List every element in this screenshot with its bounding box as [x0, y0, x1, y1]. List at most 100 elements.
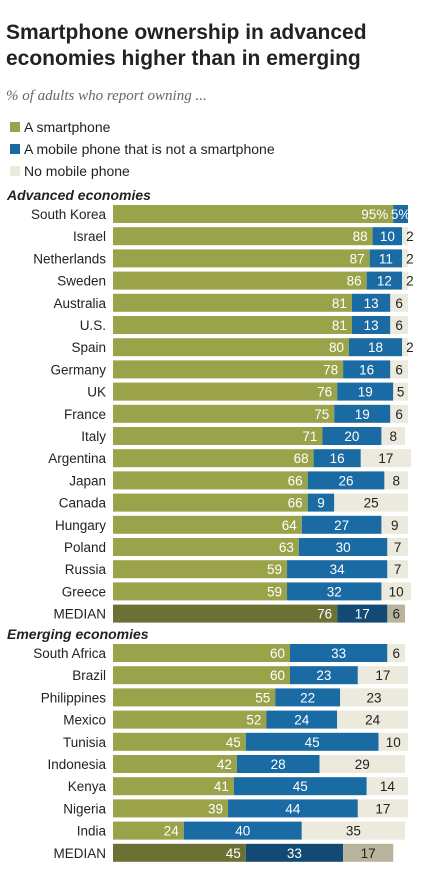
- row-1-philippines-bar-none: [340, 688, 408, 707]
- row-0-netherlands-value-mobile: 11: [379, 251, 393, 266]
- row-1-median-bar-none: [343, 843, 394, 862]
- row-0-sweden-bar-none: [402, 271, 408, 290]
- row-1-indonesia-label: Indonesia: [47, 757, 106, 772]
- row-0-uk-bar-smartphone: [113, 382, 338, 401]
- row-0-spain-bar-mobile: [349, 338, 403, 357]
- row-0-uk-bar-none: [393, 382, 408, 401]
- row-0-sweden-bar-smartphone: [113, 271, 367, 290]
- row-0-argentina-value-mobile: 16: [330, 451, 345, 466]
- row-0-hungary-value-smartphone: 64: [282, 518, 298, 533]
- row-0-japan-value-mobile: 26: [339, 473, 354, 488]
- chart-title: Smartphone ownership in advanced economi…: [6, 21, 367, 70]
- row-1-tunisia-label: Tunisia: [63, 735, 107, 750]
- row-1-kenya-bar-mobile: [233, 777, 367, 796]
- row-0-south-korea-bar-mobile: [393, 205, 408, 223]
- row-0-greece-value-mobile: 32: [327, 584, 342, 599]
- row-0-russia-bar-mobile: [287, 560, 388, 579]
- row-0-u-s-bar-mobile: [351, 316, 391, 334]
- row-1-mexico-value-mobile: 24: [294, 713, 310, 728]
- row-0-canada-label: Canada: [59, 496, 107, 511]
- row-1-india-bar-none: [301, 821, 406, 840]
- row-1-mexico-value-smartphone: 52: [246, 713, 261, 728]
- row-1-tunisia-bar-mobile: [245, 732, 379, 751]
- row-1-indonesia-value-smartphone: 42: [217, 757, 232, 772]
- row-0-italy-bar-none: [381, 427, 406, 445]
- row-0-argentina-bar-mobile: [313, 449, 361, 468]
- row-1-brazil-label: Brazil: [72, 668, 106, 683]
- row-0-poland-bar-smartphone: [113, 538, 299, 556]
- row-0-hungary-bar-mobile: [301, 515, 382, 534]
- row-0-japan-value-smartphone: 66: [288, 473, 303, 488]
- row-0-netherlands-value-smartphone: 87: [350, 251, 365, 266]
- row-0-australia-bar-mobile: [351, 293, 391, 312]
- row-0-u-s-value-smartphone: 81: [332, 318, 347, 333]
- row-1-kenya-value-smartphone: 41: [214, 779, 229, 794]
- row-1-tunisia-value-mobile: 45: [305, 735, 320, 750]
- row-0-russia-label: Russia: [65, 562, 107, 577]
- row-0-spain-label: Spain: [71, 340, 106, 355]
- legend-item-smartphone: A smartphone: [10, 118, 110, 136]
- row-0-argentina-label: Argentina: [48, 451, 106, 466]
- row-0-sweden-label: Sweden: [57, 274, 106, 289]
- legend-item-mobile: A mobile phone that is not a smartphone: [10, 140, 275, 158]
- row-0-spain-value-mobile: 18: [368, 340, 383, 355]
- row-0-israel-value-smartphone: 88: [353, 229, 368, 244]
- row-0-median-bar-none: [387, 604, 406, 623]
- row-0-russia-value-mobile: 34: [330, 562, 346, 577]
- row-1-india-value-none: 35: [346, 824, 361, 839]
- row-0-uk-value-smartphone: 76: [317, 385, 332, 400]
- row-1-mexico-label: Mexico: [63, 713, 106, 728]
- row-0-japan-bar-none: [384, 471, 408, 490]
- row-1-south-africa-value-none: 6: [392, 646, 400, 661]
- row-0-poland-value-smartphone: 63: [279, 540, 294, 555]
- row-0-spain-bar-smartphone: [113, 338, 349, 357]
- row-1-brazil-value-none: 17: [375, 668, 390, 683]
- row-0-germany-bar-none: [390, 360, 408, 379]
- row-1-median-bar-mobile: [245, 843, 344, 862]
- row-1-mexico-bar-mobile: [266, 710, 338, 729]
- row-0-spain-value-smartphone: 80: [329, 340, 344, 355]
- row-0-australia-value-smartphone: 81: [332, 296, 347, 311]
- row-0-russia-value-none: 7: [394, 562, 402, 577]
- row-0-greece-value-smartphone: 59: [267, 584, 282, 599]
- row-0-australia-value-none: 6: [395, 296, 403, 311]
- row-0-israel-bar-none: [402, 227, 408, 246]
- row-1-indonesia-value-none: 29: [355, 757, 370, 772]
- row-0-spain-value-none: 2: [406, 340, 414, 355]
- row-0-france-bar-none: [390, 404, 408, 423]
- row-0-russia-bar-smartphone: [113, 560, 288, 579]
- row-0-israel-bar-mobile: [372, 227, 403, 246]
- row-0-italy-bar-mobile: [322, 427, 382, 445]
- row-0-france-bar-mobile: [334, 404, 391, 423]
- row-1-nigeria-bar-smartphone: [113, 799, 229, 818]
- row-0-japan-label: Japan: [69, 473, 106, 488]
- row-1-kenya-label: Kenya: [68, 779, 107, 794]
- row-0-netherlands-label: Netherlands: [33, 251, 106, 266]
- row-0-uk-value-mobile: 19: [358, 385, 373, 400]
- row-1-indonesia-value-mobile: 28: [271, 757, 286, 772]
- row-0-median-bar-mobile: [337, 604, 388, 623]
- row-0-sweden-value-mobile: 12: [377, 274, 392, 289]
- row-0-argentina-value-smartphone: 68: [294, 451, 309, 466]
- row-1-brazil-value-smartphone: 60: [270, 668, 285, 683]
- row-1-philippines-bar-smartphone: [113, 688, 276, 707]
- row-1-south-africa-value-smartphone: 60: [270, 646, 285, 661]
- row-0-poland-value-none: 7: [394, 540, 402, 555]
- row-1-south-africa-bar-mobile: [290, 644, 388, 662]
- row-0-france-label: France: [64, 407, 106, 422]
- row-0-netherlands-value-none: 2: [406, 251, 414, 266]
- row-0-netherlands-bar-smartphone: [113, 249, 370, 268]
- row-1-nigeria-value-none: 17: [375, 801, 390, 816]
- row-0-israel-value-none: 2: [406, 229, 414, 244]
- row-0-south-korea-bar-smartphone: [113, 205, 394, 223]
- row-0-u-s-bar-none: [390, 316, 408, 334]
- row-1-philippines-value-mobile: 22: [300, 690, 315, 705]
- row-0-south-korea-value-mobile: 5%: [391, 207, 411, 222]
- row-1-india-value-smartphone: 24: [164, 824, 180, 839]
- group-heading-emerging-economies: Emerging economies: [7, 626, 149, 642]
- row-0-south-korea-label: South Korea: [31, 207, 107, 222]
- row-1-tunisia-bar-none: [378, 732, 408, 751]
- row-0-argentina-bar-none: [360, 449, 411, 468]
- legend-label-none: No mobile phone: [24, 163, 130, 179]
- row-0-france-bar-smartphone: [113, 404, 335, 423]
